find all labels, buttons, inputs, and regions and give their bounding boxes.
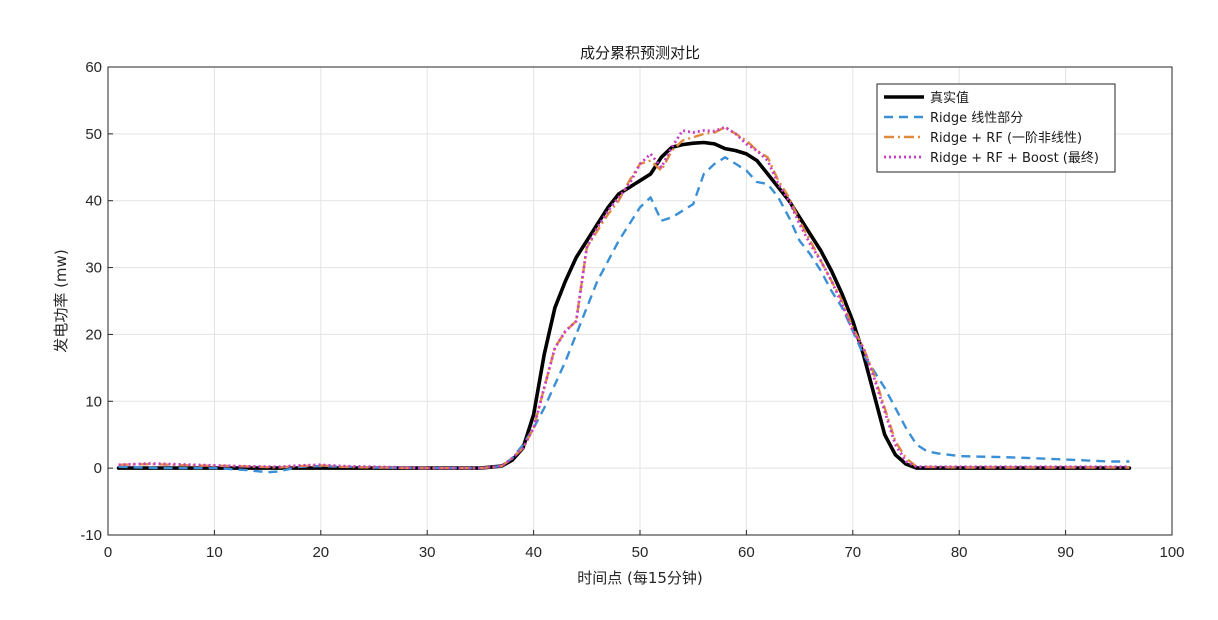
chart-title: 成分累积预测对比 xyxy=(580,44,700,62)
series-line-3 xyxy=(118,125,1130,470)
x-axis-title: 时间点 (每15分钟) xyxy=(577,569,703,587)
y-tick-label: 40 xyxy=(85,193,102,210)
x-tick-label: 90 xyxy=(1057,544,1074,561)
x-tick-label: 100 xyxy=(1159,544,1184,561)
legend-label-2: Ridge 线性部分 xyxy=(930,111,1023,126)
y-tick-label: 50 xyxy=(85,126,102,143)
x-tick-label: 70 xyxy=(844,544,861,561)
x-tick-label: 0 xyxy=(104,544,112,561)
legend-label-4: Ridge + RF + Boost (最终) xyxy=(930,150,1099,166)
legend: 真实值 Ridge 线性部分 Ridge + RF (一阶非线性) Ridge + R… xyxy=(876,83,1116,173)
y-tick-label: -10 xyxy=(80,527,102,544)
y-tick-label: 30 xyxy=(85,260,102,277)
x-tick-label: 50 xyxy=(632,544,649,561)
y-tick-label: 0 xyxy=(94,460,102,477)
x-tick-label: 60 xyxy=(738,544,755,561)
x-tick-label: 20 xyxy=(312,544,329,561)
y-tick-label: 60 xyxy=(85,59,102,76)
x-tick-label: 80 xyxy=(951,544,968,561)
legend-label-3: Ridge + RF (一阶非线性) xyxy=(930,131,1082,146)
y-tick-label: 20 xyxy=(85,326,102,343)
y-tick-label: 10 xyxy=(85,393,102,410)
legend-label-1: 真实值 xyxy=(930,90,969,106)
x-tick-label: 10 xyxy=(206,544,223,561)
y-axis-title: 发电功率 (mw) xyxy=(52,249,70,352)
x-tick-label: 40 xyxy=(525,544,542,561)
x-tick-label: 30 xyxy=(419,544,436,561)
series-lines xyxy=(116,125,1132,474)
